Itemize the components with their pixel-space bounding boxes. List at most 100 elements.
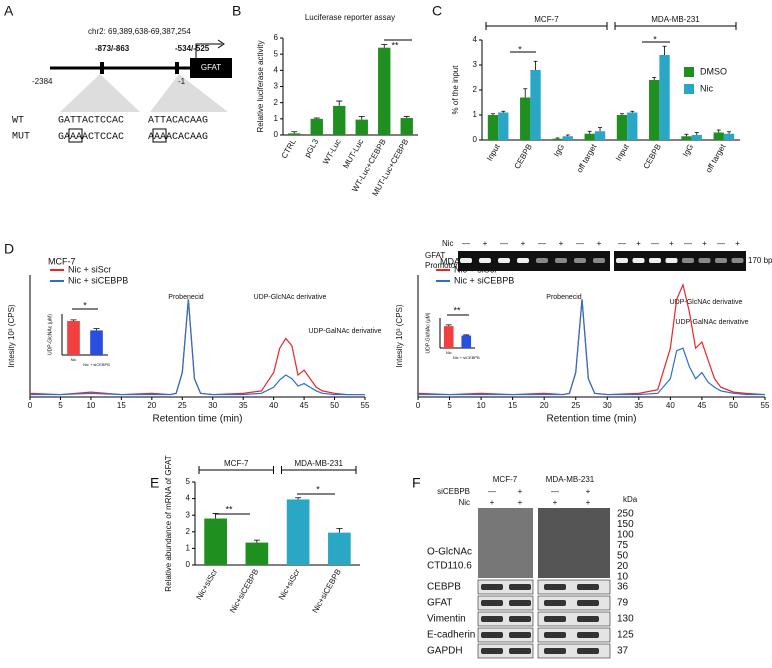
bar bbox=[691, 135, 702, 140]
seq: ATTACACAAG bbox=[148, 116, 208, 127]
f-sign: + bbox=[518, 498, 523, 507]
gel-band bbox=[649, 258, 661, 263]
annotation: UDP-GlcNAc derivative bbox=[670, 299, 743, 306]
blot-band bbox=[509, 616, 531, 622]
error-bar bbox=[565, 134, 570, 137]
error-bar bbox=[523, 88, 528, 98]
y-tick-label: 1 bbox=[186, 544, 191, 553]
y-tick-label: 4 bbox=[473, 35, 478, 44]
f-sign: — bbox=[488, 487, 496, 496]
site-mark bbox=[175, 62, 179, 74]
blot-strip bbox=[537, 595, 611, 611]
x-tick-label: 45 bbox=[300, 401, 309, 410]
x-tick-label: Nic bbox=[71, 357, 77, 362]
y-tick-label: 3 bbox=[186, 510, 191, 519]
mut-label: MUT bbox=[12, 132, 30, 143]
bar bbox=[659, 55, 670, 140]
blot-strip bbox=[477, 579, 534, 595]
gel-band bbox=[731, 258, 744, 263]
blot-strip bbox=[537, 627, 611, 643]
gel-band bbox=[536, 258, 548, 263]
error-bar bbox=[490, 113, 495, 115]
chart-title: Luciferase reporter assay bbox=[305, 13, 395, 22]
y-tick-label: 5 bbox=[186, 477, 191, 486]
line bbox=[418, 299, 765, 396]
bar bbox=[552, 138, 563, 140]
bar bbox=[443, 326, 454, 348]
gel-band bbox=[682, 258, 694, 263]
legend-swatch bbox=[684, 67, 694, 77]
x-tick-label: 35 bbox=[239, 401, 248, 410]
y-tick-label: 4 bbox=[274, 65, 279, 74]
error-bar bbox=[652, 77, 657, 80]
x-tick-label: IgG bbox=[552, 143, 566, 159]
f-kda: 36 bbox=[617, 582, 629, 593]
blot-strip bbox=[477, 627, 534, 643]
y-axis-label: Intesity 10³ (CPS) bbox=[395, 304, 404, 367]
blot-band bbox=[544, 632, 566, 638]
bar bbox=[378, 47, 391, 136]
x-tick-label: WT-Luc bbox=[321, 138, 343, 166]
x-tick-label: 10 bbox=[86, 401, 95, 410]
bar bbox=[562, 136, 573, 140]
group-bracket bbox=[198, 466, 274, 474]
error-bar bbox=[336, 528, 343, 533]
bar bbox=[400, 118, 413, 135]
y-tick-label: 4 bbox=[186, 494, 191, 503]
bar bbox=[288, 133, 301, 135]
gel-band bbox=[698, 258, 711, 263]
legend-label: Nic + siScr bbox=[454, 264, 497, 274]
bar bbox=[310, 118, 323, 135]
x-tick-label: 10 bbox=[477, 401, 486, 410]
panel-label: C bbox=[432, 3, 442, 19]
x-tick-label: 40 bbox=[269, 401, 278, 410]
error-bar bbox=[313, 117, 320, 119]
bar bbox=[461, 335, 472, 348]
blot-band bbox=[577, 648, 599, 654]
group-bracket bbox=[614, 22, 737, 30]
error-bar bbox=[403, 116, 410, 119]
wt-label: WT bbox=[12, 116, 24, 127]
x-tick-label: Input bbox=[485, 142, 502, 163]
y-axis-label: Intesity 10³ (CPS) bbox=[7, 304, 16, 367]
panel-a: chr2: 69,389,638-69,387,254 -873/-863 -5… bbox=[12, 27, 232, 143]
blot-band bbox=[509, 600, 531, 606]
x-tick-label: Nic+siScr bbox=[277, 567, 302, 601]
gel-sign: + bbox=[669, 239, 674, 248]
blot-band bbox=[544, 584, 566, 590]
x-tick-label: 20 bbox=[540, 401, 549, 410]
blot-band bbox=[509, 648, 531, 654]
error-bar bbox=[630, 110, 635, 113]
legend-label: Nic + siScr bbox=[68, 264, 111, 274]
y-axis-label: UDP-GlcNAc (μM) bbox=[47, 314, 53, 355]
blot-strip bbox=[477, 611, 534, 627]
gel-band bbox=[555, 258, 567, 263]
x-tick-label: off target bbox=[575, 142, 599, 174]
gel-band bbox=[517, 258, 529, 263]
annotation: ** bbox=[391, 40, 399, 50]
y-tick-label: 2 bbox=[274, 98, 279, 107]
x-tick-label: 0 bbox=[416, 401, 421, 410]
gel-band bbox=[460, 258, 472, 263]
y-axis-label: UDP-GlcNAc (μM) bbox=[425, 312, 431, 353]
f-ladder: 20 bbox=[617, 561, 629, 572]
f-sign: + bbox=[518, 487, 523, 496]
error-bar bbox=[291, 131, 298, 134]
gel-band bbox=[593, 258, 605, 263]
x-tick-label: 55 bbox=[761, 401, 770, 410]
f-unit: kDa bbox=[623, 495, 638, 504]
y-tick-label: 0 bbox=[473, 135, 478, 144]
bar bbox=[520, 97, 531, 140]
annotation: ** bbox=[453, 305, 461, 315]
error-bar bbox=[253, 539, 260, 543]
y-tick-label: 6 bbox=[274, 33, 279, 42]
x-tick-label: 5 bbox=[447, 401, 452, 410]
x-tick-label: 30 bbox=[208, 401, 217, 410]
bar bbox=[355, 119, 368, 135]
x-tick-label: 25 bbox=[178, 401, 187, 410]
gel-sign: + bbox=[597, 239, 602, 248]
x-tick-label: Nic+siCEBPB bbox=[228, 568, 260, 615]
blot-band bbox=[544, 616, 566, 622]
end: -1 bbox=[178, 77, 186, 86]
panel-label: A bbox=[4, 3, 14, 19]
